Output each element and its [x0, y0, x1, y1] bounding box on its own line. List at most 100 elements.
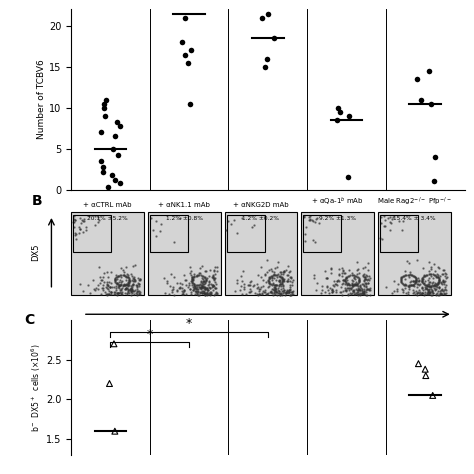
Point	[276, 281, 283, 288]
Point	[399, 288, 406, 296]
Point	[397, 275, 405, 283]
Point	[414, 280, 421, 287]
Point	[150, 226, 157, 234]
Point	[265, 274, 273, 282]
Point	[431, 267, 439, 274]
Point	[256, 291, 264, 298]
Point	[178, 38, 185, 46]
Point	[362, 275, 369, 283]
Point	[118, 273, 125, 281]
Point	[112, 273, 120, 281]
Point	[381, 222, 389, 230]
Point	[283, 272, 291, 279]
Point	[128, 291, 135, 298]
Point	[348, 271, 356, 279]
Point	[412, 276, 420, 284]
Point	[353, 272, 360, 280]
Point	[200, 282, 207, 290]
Point	[365, 276, 373, 283]
Point	[100, 286, 107, 294]
Point	[255, 287, 263, 294]
Point	[312, 219, 319, 226]
Point	[129, 274, 137, 282]
Point	[125, 276, 133, 284]
Point	[337, 289, 345, 296]
Point	[284, 271, 292, 279]
Point	[311, 238, 319, 246]
Point	[338, 269, 346, 276]
Point	[402, 271, 410, 279]
Point	[426, 267, 433, 275]
Point	[341, 277, 349, 285]
Point	[202, 285, 210, 292]
Point	[363, 285, 371, 292]
Point	[238, 291, 246, 298]
Point	[103, 281, 110, 288]
Point	[345, 112, 353, 120]
Point	[336, 265, 343, 273]
Point	[222, 227, 230, 234]
Point	[258, 291, 265, 298]
Point	[421, 288, 429, 296]
Point	[136, 276, 144, 284]
Y-axis label: Number of TCBV6: Number of TCBV6	[37, 60, 46, 139]
Point	[209, 281, 217, 289]
Point	[106, 380, 113, 387]
Point	[191, 283, 199, 291]
Point	[334, 104, 341, 111]
Point	[353, 271, 361, 278]
Point	[419, 285, 426, 292]
Point	[103, 96, 110, 103]
Point	[356, 281, 364, 288]
Point	[209, 274, 216, 282]
Point	[420, 291, 428, 299]
Point	[360, 273, 368, 281]
Text: CD3: CD3	[259, 325, 277, 334]
Point	[362, 283, 369, 290]
Point	[431, 272, 439, 279]
Point	[415, 289, 422, 297]
Point	[428, 291, 435, 299]
Point	[207, 291, 215, 298]
Point	[104, 273, 112, 281]
Point	[213, 263, 220, 271]
Point	[287, 288, 295, 296]
Point	[421, 281, 428, 288]
Point	[347, 291, 355, 298]
Point	[437, 289, 444, 297]
Point	[100, 104, 108, 111]
Point	[202, 277, 210, 285]
Point	[112, 278, 119, 286]
Point	[288, 289, 295, 296]
Point	[360, 277, 367, 285]
Point	[433, 281, 440, 288]
Point	[104, 282, 111, 289]
Point	[354, 284, 362, 292]
Point	[273, 281, 281, 289]
Point	[128, 277, 136, 284]
Point	[255, 291, 262, 299]
Point	[193, 273, 201, 280]
Point	[198, 289, 205, 296]
Point	[269, 281, 276, 289]
Point	[91, 286, 99, 293]
Point	[186, 264, 193, 271]
Point	[105, 278, 113, 286]
Point	[336, 288, 344, 296]
Point	[305, 216, 312, 223]
Point	[331, 281, 339, 288]
Point	[423, 289, 430, 297]
Point	[425, 271, 432, 278]
Point	[210, 276, 218, 283]
Point	[405, 282, 413, 290]
Point	[410, 278, 418, 285]
Point	[366, 284, 374, 292]
Point	[201, 289, 208, 297]
Point	[112, 272, 120, 279]
Point	[334, 278, 341, 285]
Point	[273, 285, 280, 292]
Point	[344, 281, 352, 288]
Point	[122, 273, 130, 281]
Point	[81, 215, 88, 223]
Point	[128, 285, 136, 293]
